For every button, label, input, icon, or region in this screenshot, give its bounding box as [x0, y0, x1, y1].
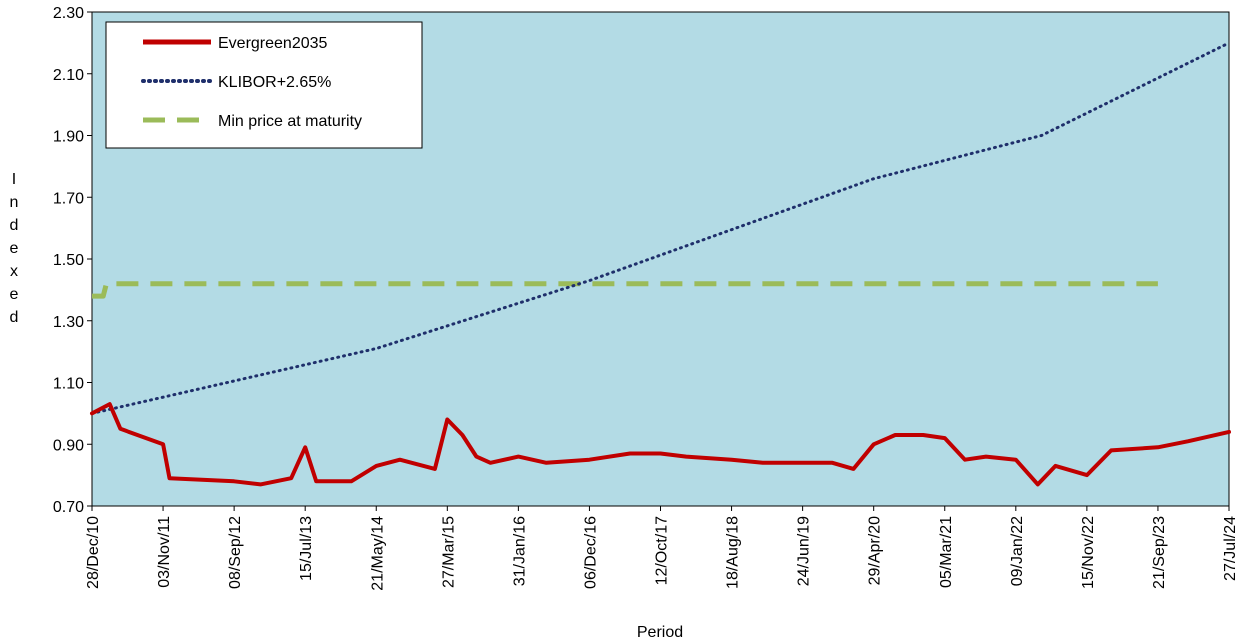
x-axis-title: Period	[637, 624, 683, 641]
x-tick-label: 03/Nov/11	[156, 516, 173, 588]
x-tick-label: 15/Nov/22	[1080, 516, 1097, 589]
y-axis-title-letter: n	[10, 194, 19, 211]
y-axis-title-letter: e	[10, 240, 19, 257]
y-axis-title-letter: d	[10, 309, 19, 326]
x-tick-label: 24/Jun/19	[796, 516, 813, 586]
x-tick-label: 09/Jan/22	[1009, 516, 1026, 586]
x-tick-label: 12/Oct/17	[654, 516, 671, 585]
x-tick-label: 08/Sep/12	[227, 516, 244, 589]
y-tick-label: 1.30	[53, 314, 84, 331]
y-axis-title-letter: x	[10, 263, 18, 280]
x-tick-label: 21/Sep/23	[1151, 516, 1168, 589]
y-tick-label: 1.90	[53, 129, 84, 146]
legend: Evergreen2035 KLIBOR+2.65% Min price at …	[105, 21, 423, 149]
y-axis-title-letter: d	[10, 217, 19, 234]
x-tick-label: 21/May/14	[369, 516, 386, 591]
y-tick-label: 0.90	[53, 437, 84, 454]
y-tick-label: 1.70	[53, 190, 84, 207]
y-tick-label: 1.50	[53, 252, 84, 269]
series-line-min-price-at-maturity	[92, 281, 1158, 299]
series-layer	[90, 41, 1231, 487]
x-tick-label: 06/Dec/16	[582, 516, 599, 589]
x-tick-label: 05/Mar/21	[938, 516, 955, 588]
y-axis-title-letter: I	[12, 171, 16, 188]
x-tick-label: 15/Jul/13	[298, 516, 315, 581]
legend-label-klibor: KLIBOR+2.65%	[218, 74, 331, 91]
x-tick-label: 27/Jul/24	[1222, 516, 1235, 581]
x-tick-label: 29/Apr/20	[867, 516, 884, 585]
x-tick-label: 18/Aug/18	[725, 516, 742, 589]
y-tick-label: 0.70	[53, 499, 84, 516]
series-line-klibor-2-65	[90, 41, 1231, 415]
legend-label-evergreen: Evergreen2035	[218, 35, 328, 52]
series-line-evergreen2035	[90, 402, 1231, 487]
y-axis: 0.70 0.90 1.10 1.30 1.50 1.70 1.90 2.10 2.30	[53, 5, 92, 516]
x-axis: 28/Dec/10 03/Nov/11 08/Sep/12 15/Jul/13 21/M…	[85, 506, 1235, 591]
legend-label-min-price: Min price at maturity	[218, 113, 362, 130]
y-tick-label: 2.30	[53, 5, 84, 22]
x-tick-label: 27/Mar/15	[440, 516, 457, 588]
y-axis-title-letter: e	[10, 286, 19, 303]
x-tick-label: 28/Dec/10	[85, 516, 102, 589]
y-tick-label: 1.10	[53, 376, 84, 393]
y-tick-label: 2.10	[53, 67, 84, 84]
x-tick-label: 31/Jan/16	[511, 516, 528, 586]
